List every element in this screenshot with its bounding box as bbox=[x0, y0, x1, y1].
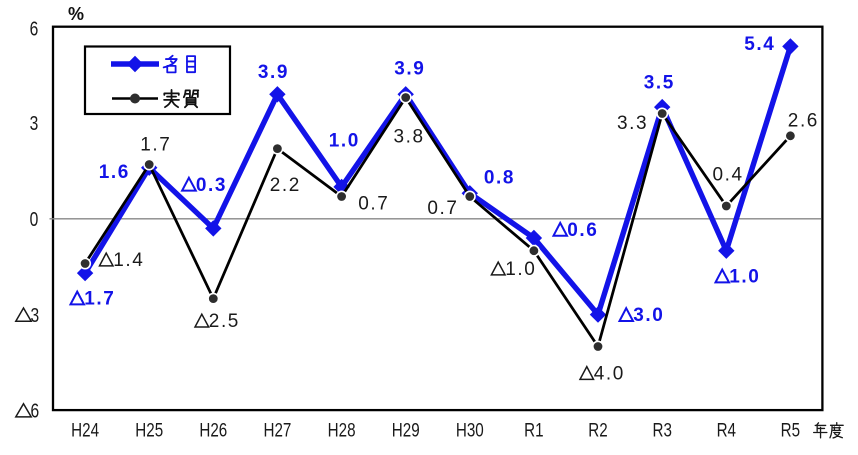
svg-text:R1: R1 bbox=[524, 419, 543, 441]
svg-text:0: 0 bbox=[30, 208, 39, 230]
svg-text:3.9: 3.9 bbox=[258, 62, 288, 83]
svg-text:R3: R3 bbox=[652, 419, 671, 441]
svg-text:H27: H27 bbox=[263, 419, 291, 441]
svg-text:0.4: 0.4 bbox=[713, 165, 743, 186]
svg-text:R5: R5 bbox=[781, 419, 800, 441]
svg-text:2.6: 2.6 bbox=[788, 110, 818, 131]
svg-text:R4: R4 bbox=[717, 419, 737, 441]
svg-text:0.7: 0.7 bbox=[358, 194, 388, 215]
svg-text:3.5: 3.5 bbox=[644, 73, 674, 94]
svg-text:3: 3 bbox=[30, 112, 39, 134]
svg-text:1.0: 1.0 bbox=[505, 259, 535, 280]
svg-text:H29: H29 bbox=[392, 419, 420, 441]
svg-text:1.0: 1.0 bbox=[729, 267, 759, 288]
svg-text:1.7: 1.7 bbox=[84, 289, 114, 310]
svg-text:1.4: 1.4 bbox=[113, 250, 143, 271]
svg-text:H26: H26 bbox=[199, 419, 227, 441]
svg-text:H28: H28 bbox=[328, 419, 356, 441]
svg-text:1.7: 1.7 bbox=[140, 134, 170, 155]
svg-text:H24: H24 bbox=[71, 419, 99, 441]
svg-text:3: 3 bbox=[30, 304, 39, 326]
svg-text:4.0: 4.0 bbox=[594, 364, 624, 385]
svg-text:0.8: 0.8 bbox=[484, 168, 514, 189]
svg-text:H25: H25 bbox=[135, 419, 163, 441]
svg-text:3.8: 3.8 bbox=[394, 126, 424, 147]
svg-text:3.0: 3.0 bbox=[633, 305, 663, 326]
svg-text:2.2: 2.2 bbox=[270, 175, 300, 196]
svg-text:H30: H30 bbox=[456, 419, 484, 441]
svg-text:3.9: 3.9 bbox=[394, 59, 424, 80]
svg-text:1.0: 1.0 bbox=[329, 131, 359, 152]
svg-text:6: 6 bbox=[30, 400, 39, 422]
svg-text:0.7: 0.7 bbox=[427, 198, 457, 219]
svg-text:6: 6 bbox=[30, 18, 39, 40]
svg-text:3.3: 3.3 bbox=[617, 113, 647, 134]
svg-text:2.5: 2.5 bbox=[209, 311, 239, 332]
svg-text:0.3: 0.3 bbox=[196, 175, 226, 196]
svg-text:R2: R2 bbox=[588, 419, 607, 441]
svg-text:0.6: 0.6 bbox=[567, 220, 597, 241]
svg-text:1.6: 1.6 bbox=[99, 162, 129, 183]
svg-text:5.4: 5.4 bbox=[744, 34, 774, 55]
svg-text:%: % bbox=[68, 4, 84, 24]
